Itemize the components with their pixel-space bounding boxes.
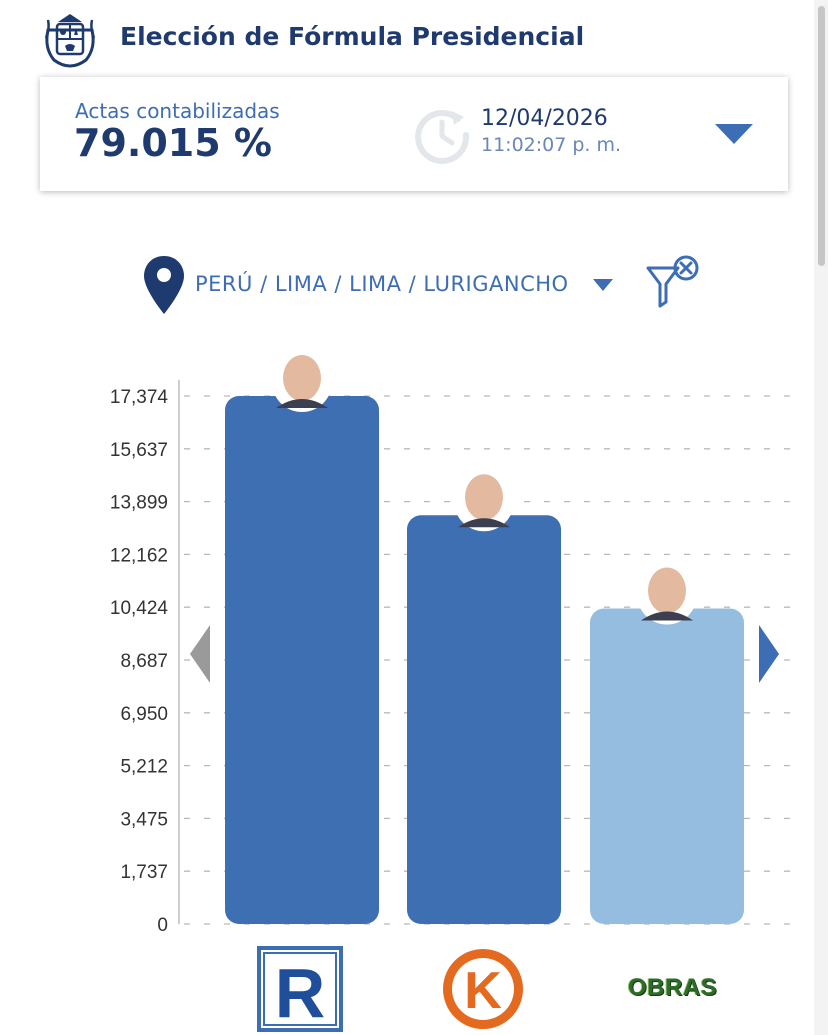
party-logo-obras: OBRAS xyxy=(628,974,718,1001)
location-path[interactable]: PERÚ / LIMA / LIMA / LURIGANCHO xyxy=(195,272,569,296)
page-header: Elección de Fórmula Presidencial xyxy=(0,0,814,78)
candidate-avatar-r xyxy=(272,352,332,412)
location-caret-down-icon[interactable] xyxy=(592,278,614,292)
caret-down-icon[interactable] xyxy=(713,122,755,146)
page-scrollbar[interactable] xyxy=(814,0,828,1035)
peru-coat-of-arms-icon xyxy=(44,14,96,68)
y-tick-label: 3,475 xyxy=(120,809,168,830)
party-logo-k: K xyxy=(443,949,523,1029)
location-selector[interactable]: PERÚ / LIMA / LIMA / LURIGANCHO xyxy=(140,254,700,318)
y-tick-label: 13,899 xyxy=(110,493,168,514)
bar-obras[interactable] xyxy=(590,608,744,924)
chevron-right-icon[interactable] xyxy=(757,623,781,685)
y-tick-label: 17,374 xyxy=(110,387,169,408)
actas-label: Actas contabilizadas xyxy=(75,99,280,123)
history-clock-icon xyxy=(415,109,470,164)
y-tick-label: 10,424 xyxy=(110,598,169,619)
update-date: 12/04/2026 xyxy=(481,106,608,131)
actas-percentage: 79.015 % xyxy=(74,121,272,165)
candidate-avatar-k xyxy=(454,471,514,532)
bar-k[interactable] xyxy=(407,515,561,924)
y-tick-label: 12,162 xyxy=(110,545,168,566)
chart-canvas: 0 1,737 3,475 5,212 6,950 8,687 10,424 12,162 13… xyxy=(110,352,800,936)
page-title: Elección de Fórmula Presidencial xyxy=(120,22,585,51)
y-tick-label: 6,950 xyxy=(120,704,168,725)
filter-clear-icon[interactable] xyxy=(645,254,701,316)
party-logo-r: R xyxy=(257,946,343,1032)
candidate-avatar-obras xyxy=(637,564,697,625)
y-tick-label: 1,737 xyxy=(120,862,168,883)
results-summary-card: Actas contabilizadas 79.015 % 12/04/2026… xyxy=(40,77,788,191)
y-tick-label: 0 xyxy=(157,915,168,936)
bar-r[interactable] xyxy=(225,396,379,924)
chevron-left-icon[interactable] xyxy=(188,623,212,685)
votes-bar-chart: 0 1,737 3,475 5,212 6,950 8,687 10,424 12,162 13… xyxy=(0,330,814,1035)
y-tick-label: 5,212 xyxy=(120,757,168,778)
y-tick-label: 15,637 xyxy=(110,440,168,461)
y-tick-label: 8,687 xyxy=(120,651,168,672)
scrollbar-thumb[interactable] xyxy=(818,6,825,266)
party-logo-k-letter: K xyxy=(464,962,502,1020)
party-logo-r-letter: R xyxy=(275,954,326,1032)
map-pin-icon xyxy=(144,256,184,314)
update-time: 11:02:07 p. m. xyxy=(481,134,622,156)
